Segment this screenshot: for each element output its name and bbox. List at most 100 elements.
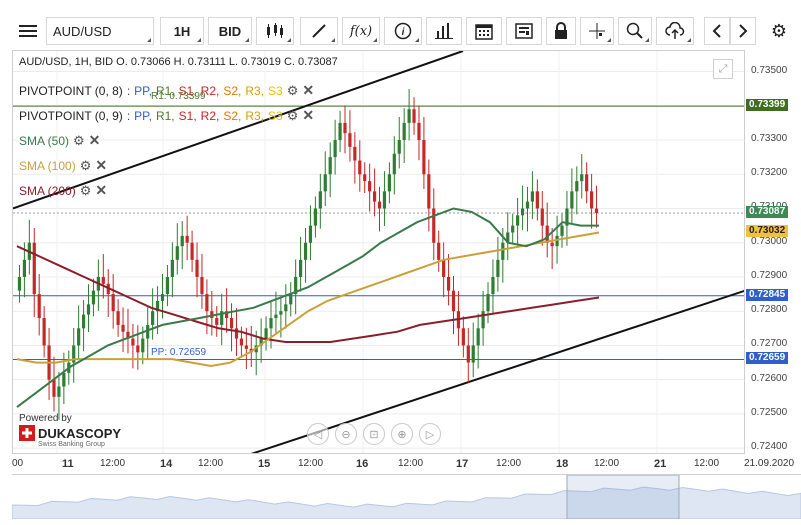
close-icon[interactable]: ✕ bbox=[95, 157, 108, 173]
menu-button[interactable] bbox=[12, 17, 44, 45]
y-tick-label: 0.72700 bbox=[751, 338, 788, 350]
volume-button[interactable] bbox=[426, 17, 462, 45]
chart-type-button[interactable] bbox=[256, 17, 294, 45]
x-tick-label: 12:00 bbox=[694, 458, 720, 469]
candle-body bbox=[190, 242, 194, 260]
pivot-r1: R1, bbox=[155, 108, 175, 123]
candle-body bbox=[279, 311, 283, 315]
candle-body bbox=[185, 235, 189, 243]
next-button[interactable] bbox=[730, 17, 756, 45]
navigator-area[interactable] bbox=[11, 474, 801, 520]
y-tick-label: 0.73500 bbox=[751, 64, 788, 76]
candle-body bbox=[580, 174, 584, 182]
zoom-in-icon[interactable]: ⊕ bbox=[391, 423, 413, 445]
candle-body bbox=[338, 122, 342, 141]
draw-button[interactable] bbox=[300, 17, 338, 45]
candle-body bbox=[417, 122, 421, 141]
candle-body bbox=[471, 345, 475, 363]
pivot-name: PIVOTPOINT (0, 9) bbox=[19, 108, 123, 123]
navigator-series bbox=[11, 486, 801, 520]
candle-body bbox=[466, 345, 470, 363]
reset-zoom-icon[interactable]: ⊡ bbox=[363, 423, 385, 445]
navigator-window[interactable] bbox=[566, 474, 680, 520]
timeframe-select[interactable]: 1H bbox=[160, 17, 204, 45]
calendar-button[interactable] bbox=[466, 17, 502, 45]
candle-body bbox=[412, 109, 416, 123]
price-side-select[interactable]: BID bbox=[208, 17, 252, 45]
info-button[interactable]: i bbox=[384, 17, 422, 45]
x-tick-label: 12:00 bbox=[198, 458, 224, 469]
candle-body bbox=[343, 122, 347, 134]
candle-body bbox=[289, 294, 293, 305]
candle-body bbox=[590, 191, 594, 209]
pivot-s2: S2, bbox=[223, 83, 242, 98]
scroll-left-icon[interactable]: ◁ bbox=[307, 423, 329, 445]
candle-body bbox=[540, 208, 544, 226]
close-icon[interactable]: ✕ bbox=[302, 107, 315, 123]
candle-body bbox=[225, 311, 229, 319]
news-button[interactable] bbox=[506, 17, 542, 45]
candle-body bbox=[496, 259, 500, 277]
settings-button[interactable]: ⚙ bbox=[764, 17, 794, 45]
prev-button[interactable] bbox=[704, 17, 730, 45]
menu-icon bbox=[19, 25, 37, 37]
gear-icon[interactable]: ⚙ bbox=[73, 132, 85, 148]
candle-body bbox=[501, 242, 505, 260]
candle-body bbox=[353, 146, 357, 161]
brand-name: DUKASCOPY bbox=[38, 425, 122, 441]
indicators-button[interactable]: f(x) bbox=[342, 17, 380, 45]
upload-button[interactable] bbox=[656, 17, 694, 45]
candle-body bbox=[313, 208, 317, 226]
time-axis[interactable]: 00 11 12:00 14 12:00 15 12:00 16 12:00 17 12:00 18 1… bbox=[12, 456, 801, 472]
candle-body bbox=[165, 276, 170, 295]
y-tick-label: 0.72800 bbox=[751, 304, 788, 316]
sma200-legend: SMA (200) ⚙ ✕ bbox=[19, 182, 107, 199]
y-tick-label: 0.73300 bbox=[751, 133, 788, 145]
scroll-right-icon[interactable]: ▷ bbox=[419, 423, 441, 445]
candle-body bbox=[136, 345, 140, 353]
candle-body bbox=[407, 109, 411, 123]
candle-body bbox=[37, 294, 41, 319]
price-chart[interactable] bbox=[13, 51, 744, 454]
candle-body bbox=[294, 276, 298, 295]
gear-icon[interactable]: ⚙ bbox=[286, 82, 299, 98]
price-tag: 0.73399 bbox=[746, 99, 789, 112]
symbol-select[interactable]: AUD/USD bbox=[46, 17, 154, 45]
candle-body bbox=[442, 259, 446, 277]
close-icon[interactable]: ✕ bbox=[302, 82, 315, 98]
candle-body bbox=[511, 225, 515, 233]
candle-body bbox=[42, 318, 46, 346]
gear-icon[interactable]: ⚙ bbox=[79, 182, 92, 198]
candle-body bbox=[382, 191, 387, 209]
sma200-line bbox=[16, 245, 600, 343]
gear-icon[interactable]: ⚙ bbox=[286, 107, 299, 123]
candle-body bbox=[17, 276, 22, 291]
candle-body bbox=[121, 324, 125, 332]
candle-body bbox=[274, 314, 278, 319]
price-axis[interactable]: 0.735000.734000.733000.732000.731000.730… bbox=[744, 50, 801, 454]
close-icon[interactable]: ✕ bbox=[95, 182, 108, 198]
candle-body bbox=[284, 304, 288, 312]
pivot-r3: R3, bbox=[245, 83, 265, 98]
export-icon[interactable]: ⤢ bbox=[713, 59, 733, 79]
zoom-out-icon[interactable]: ⊖ bbox=[335, 423, 357, 445]
candle-body bbox=[486, 294, 490, 312]
candle-body bbox=[585, 174, 589, 192]
lock-button[interactable] bbox=[546, 17, 576, 45]
gear-icon[interactable]: ⚙ bbox=[79, 157, 92, 173]
info-icon: i bbox=[394, 22, 412, 40]
candle-body bbox=[555, 235, 559, 247]
dropdown-corner-icon bbox=[245, 38, 249, 42]
navigator[interactable] bbox=[11, 474, 801, 520]
candle-body bbox=[116, 311, 120, 325]
pivot-pp: PP, bbox=[134, 108, 152, 123]
zoom-button[interactable] bbox=[618, 17, 652, 45]
chart-area[interactable]: AUD/USD, 1H, BID O. 0.73066 H. 0.73111 L… bbox=[12, 50, 744, 454]
price-tag: 0.73087 bbox=[746, 205, 789, 218]
candle-body bbox=[427, 174, 431, 209]
candle-body bbox=[594, 208, 599, 213]
candle-body bbox=[481, 311, 485, 329]
candle-body bbox=[333, 140, 337, 158]
close-icon[interactable]: ✕ bbox=[88, 132, 101, 148]
crosshair-button[interactable] bbox=[580, 17, 614, 45]
